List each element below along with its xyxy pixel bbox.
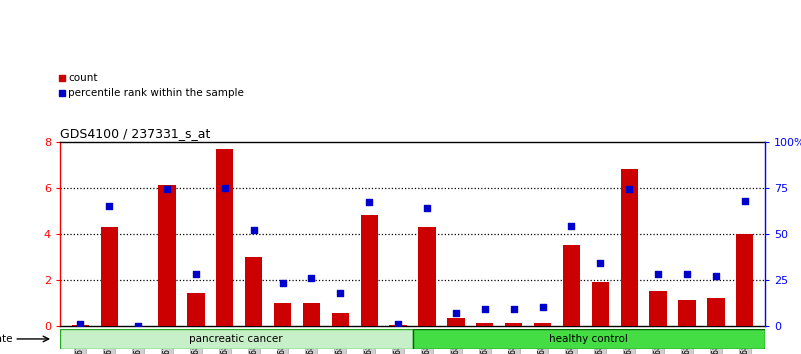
- Bar: [563, 245, 580, 326]
- Bar: [303, 303, 320, 326]
- Point: [131, 323, 144, 329]
- Bar: [678, 300, 695, 326]
- Bar: [621, 169, 638, 326]
- Bar: [418, 227, 436, 326]
- Point: [190, 271, 203, 277]
- Point: [219, 185, 231, 190]
- Point: [160, 187, 173, 192]
- Bar: [707, 298, 725, 326]
- Bar: [533, 324, 551, 326]
- Point: [594, 260, 606, 266]
- Bar: [60, 329, 413, 349]
- Point: [622, 187, 635, 192]
- Bar: [447, 318, 465, 326]
- Point: [421, 205, 433, 211]
- Point: [305, 275, 318, 281]
- Point: [565, 223, 578, 229]
- Bar: [274, 303, 292, 326]
- Text: disease state: disease state: [0, 334, 12, 344]
- Text: count: count: [68, 73, 98, 83]
- Point: [710, 273, 723, 279]
- Bar: [505, 324, 522, 326]
- Bar: [736, 234, 754, 326]
- Bar: [187, 293, 204, 326]
- Point: [276, 280, 289, 286]
- Bar: [389, 325, 407, 326]
- Bar: [216, 149, 233, 326]
- Point: [739, 198, 751, 203]
- Bar: [100, 227, 118, 326]
- Point: [507, 306, 520, 312]
- Bar: [413, 329, 765, 349]
- Point: [536, 304, 549, 310]
- Point: [334, 290, 347, 295]
- Bar: [360, 215, 378, 326]
- Point: [392, 321, 405, 327]
- Text: healthy control: healthy control: [549, 334, 628, 344]
- Point: [478, 306, 491, 312]
- Point: [248, 227, 260, 233]
- Point: [652, 271, 665, 277]
- Text: pancreatic cancer: pancreatic cancer: [190, 334, 283, 344]
- Point: [363, 200, 376, 205]
- Point: [449, 310, 462, 316]
- Point: [681, 271, 694, 277]
- Bar: [592, 282, 609, 326]
- Point: [74, 321, 87, 327]
- Bar: [245, 257, 262, 326]
- Text: GDS4100 / 237331_s_at: GDS4100 / 237331_s_at: [60, 127, 211, 141]
- Text: percentile rank within the sample: percentile rank within the sample: [68, 88, 244, 98]
- Bar: [159, 185, 175, 326]
- Bar: [71, 325, 89, 326]
- Bar: [650, 291, 666, 326]
- Point: [103, 203, 115, 209]
- Bar: [476, 324, 493, 326]
- Bar: [332, 313, 349, 326]
